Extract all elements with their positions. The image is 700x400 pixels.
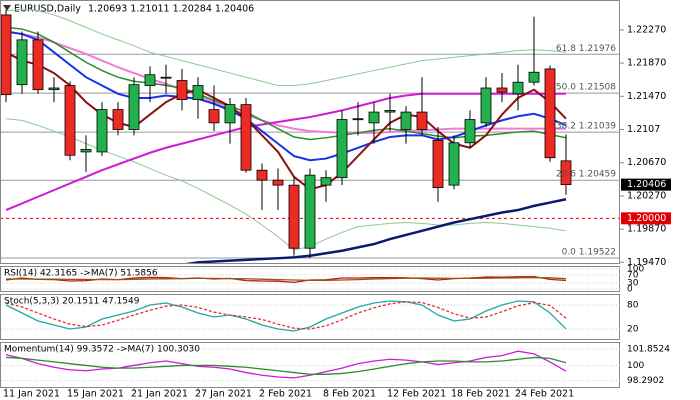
- indicator-tick-label: 20: [627, 325, 639, 335]
- y-tick-label: 1.20270: [627, 190, 666, 201]
- candle-body: [208, 109, 220, 124]
- indicator-panel: [0, 266, 620, 292]
- moving-average: [5, 92, 566, 211]
- x-tick-label: 18 Feb 2021: [451, 389, 510, 400]
- candle-body: [480, 87, 492, 124]
- candle-body: [416, 111, 428, 130]
- candle-body: [464, 119, 476, 144]
- alert-label: 1.20000: [627, 213, 666, 224]
- indicator-tick-label: 98.2902: [627, 376, 664, 386]
- x-tick-label: 24 Feb 2021: [515, 389, 574, 400]
- candle-body: [272, 179, 284, 186]
- candle-body: [512, 81, 524, 95]
- indicator-tick-label: 80: [627, 301, 639, 311]
- indicator-tick-label: 0: [627, 285, 633, 295]
- indicator-title: Stoch(5,3,3) 20.1511 47.1549: [4, 297, 140, 307]
- indicator-tick-label: 101.8524: [627, 344, 670, 354]
- candle-body: [16, 39, 28, 86]
- x-tick-label: 15 Jan 2021: [67, 389, 124, 400]
- candle-body: [48, 87, 60, 91]
- fib-label: 23.6 1.20459: [556, 170, 616, 180]
- candle-body: [432, 139, 444, 189]
- candle-body: [32, 39, 44, 91]
- y-tick-label: 1.20670: [627, 157, 666, 168]
- x-tick-label: 2 Feb 2021: [259, 389, 312, 400]
- candle-body: [368, 111, 380, 124]
- last-price-label: 1.20406: [627, 179, 666, 190]
- indicator-tick-label: 100: [627, 265, 644, 275]
- indicator-title: RSI(14) 42.3165 ->MA(7) 51.5856: [4, 269, 158, 279]
- moving-average: [185, 198, 567, 263]
- x-tick-label: 12 Feb 2021: [387, 389, 446, 400]
- indicator-line: [5, 301, 567, 330]
- candle-body: [128, 84, 140, 130]
- candle-body: [544, 68, 556, 159]
- y-tick-label: 1.19470: [627, 257, 666, 268]
- candle-body: [176, 80, 188, 101]
- candle-body: [560, 160, 572, 186]
- y-tick-label: 1.21470: [627, 91, 666, 102]
- candle-body: [1, 14, 12, 96]
- candle-body: [240, 104, 252, 171]
- y-tick-label: 1.19870: [627, 224, 666, 235]
- indicator-line: [5, 350, 567, 379]
- y-tick-label: 1.2107: [627, 124, 660, 135]
- candle-body: [96, 109, 108, 153]
- candle-body: [224, 104, 236, 124]
- candle-body: [384, 110, 396, 113]
- candle-body: [528, 71, 540, 83]
- candle-body: [304, 174, 316, 249]
- candle-body: [256, 169, 268, 181]
- candle-body: [320, 177, 332, 186]
- indicator-line: [6, 276, 567, 282]
- candle-body: [400, 111, 412, 130]
- candle-body: [64, 85, 76, 156]
- candle-body: [496, 87, 508, 93]
- fib-label: 61.8 1.21976: [556, 44, 616, 54]
- fib-label: 0.0 1.19522: [562, 248, 616, 258]
- fib-label: 50.0 1.21508: [556, 83, 616, 93]
- candle-body: [352, 118, 364, 121]
- candle-body: [448, 142, 460, 186]
- x-tick-label: 8 Feb 2021: [323, 389, 376, 400]
- fib-label: 38.2 1.21039: [556, 122, 616, 132]
- x-tick-label: 21 Jan 2021: [131, 389, 188, 400]
- candle-body: [144, 74, 156, 86]
- x-tick-label: 27 Jan 2021: [195, 389, 252, 400]
- indicator-panel: [0, 294, 620, 340]
- indicator-tick-label: 100: [627, 361, 644, 371]
- moving-average: [5, 8, 567, 87]
- candle-body: [336, 119, 348, 179]
- x-tick-label: 11 Jan 2021: [3, 389, 60, 400]
- candle-body: [160, 76, 172, 79]
- y-tick-label: 1.21870: [627, 58, 666, 69]
- indicator-title: Momentum(14) 99.3572 ->MA(7) 100.3030: [4, 345, 200, 355]
- y-tick-label: 1.22270: [627, 24, 666, 35]
- candle-body: [112, 109, 124, 130]
- ohlc-text: 1.20693 1.21011 1.20284 1.20406: [88, 4, 254, 15]
- candle-body: [192, 85, 204, 101]
- indicator-tick-label: 30: [627, 279, 639, 289]
- menu-arrow: [3, 5, 11, 11]
- indicator-tick-label: 70: [627, 271, 639, 281]
- price-plot: [1, 8, 619, 263]
- main-panel: [0, 0, 620, 264]
- candle-body: [80, 149, 92, 153]
- last-price-box: [621, 178, 671, 191]
- chart-title: EURUSD,Daily: [14, 4, 81, 15]
- indicator-line: [5, 356, 567, 375]
- candle-body: [288, 184, 300, 249]
- alert-label-box: [621, 212, 671, 225]
